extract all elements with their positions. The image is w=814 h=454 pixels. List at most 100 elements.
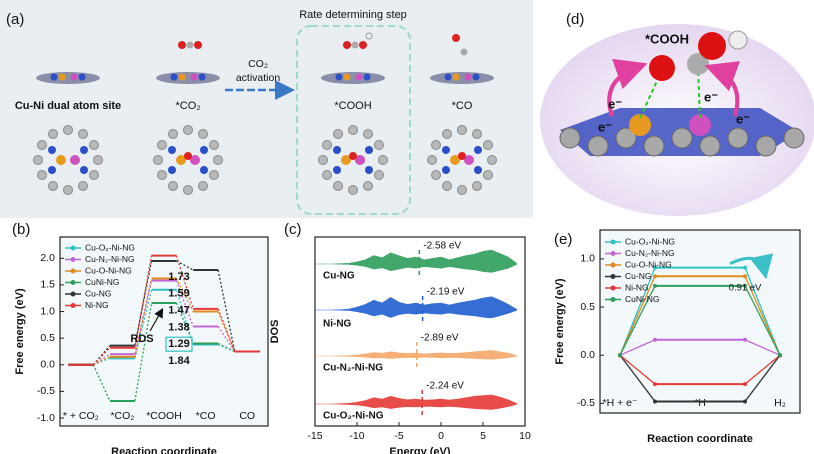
state-label: *COOH xyxy=(334,100,371,112)
atom xyxy=(442,129,452,140)
point-marker xyxy=(653,265,657,270)
legend-label: CuNi-NG xyxy=(625,294,659,304)
atom xyxy=(671,127,693,149)
atom xyxy=(474,166,482,174)
connector xyxy=(176,260,194,271)
point-marker xyxy=(653,399,657,404)
legend-label: Cu-O₂-Ni-NG xyxy=(85,242,135,252)
atom xyxy=(341,155,351,165)
annotation: 0.91 eV xyxy=(729,282,762,293)
legend-marker xyxy=(610,297,616,302)
atom xyxy=(365,166,373,174)
atom xyxy=(194,41,202,49)
panel-label: (e) xyxy=(554,231,572,248)
y-tick-label: -0.5 xyxy=(37,385,55,397)
species-label: *COOH xyxy=(645,31,689,46)
atom xyxy=(168,146,176,154)
series-label: Cu-NG xyxy=(323,271,355,282)
atom xyxy=(37,140,48,150)
rds-label: RDS xyxy=(130,333,153,345)
atom xyxy=(80,146,88,154)
point-marker xyxy=(778,353,782,358)
x-tick-label: *CO₂ xyxy=(110,410,134,422)
annotation-arrow xyxy=(729,253,774,280)
y-tick-label: 1.0 xyxy=(40,305,55,317)
legend-label: Cu-O₂-Ni-NG xyxy=(625,236,675,246)
barrier-label: 1.47 xyxy=(168,305,189,317)
atom xyxy=(78,129,88,140)
electron-arrow xyxy=(704,61,741,117)
atom xyxy=(333,129,343,140)
x-tick-label: * + CO₂ xyxy=(63,410,99,422)
atom xyxy=(168,129,178,140)
electron-label: e⁻ xyxy=(704,89,718,104)
atom xyxy=(48,129,58,140)
legend-label: Ni-NG xyxy=(85,300,109,310)
atom xyxy=(33,155,43,165)
atom xyxy=(322,170,333,180)
atom xyxy=(176,155,186,165)
legend-marker xyxy=(610,262,616,268)
atom xyxy=(355,155,365,165)
atom xyxy=(444,73,452,81)
atom xyxy=(213,155,223,165)
atom xyxy=(373,170,384,180)
connector xyxy=(92,364,111,402)
arrow-label: activation xyxy=(236,72,281,84)
atom xyxy=(37,170,48,180)
x-tick-label: *CO xyxy=(196,410,216,422)
y-tick-label: 0.0 xyxy=(580,349,595,361)
atom xyxy=(157,170,168,180)
atom xyxy=(487,155,497,165)
atom xyxy=(783,127,805,149)
electron-label: e⁻ xyxy=(598,119,612,134)
point-marker xyxy=(653,283,657,288)
atom xyxy=(348,185,358,195)
atom xyxy=(190,73,198,81)
atom xyxy=(200,146,208,154)
atom xyxy=(727,127,749,149)
atom xyxy=(464,155,474,165)
point-marker xyxy=(653,382,657,387)
connector xyxy=(619,354,656,385)
atom xyxy=(649,55,675,81)
d-band-label: -2.58 eV xyxy=(423,241,461,252)
atom xyxy=(373,140,384,150)
atom xyxy=(208,170,219,180)
atom xyxy=(363,129,373,140)
d-band-label: -2.19 eV xyxy=(427,287,465,298)
x-tick-label: 10 xyxy=(519,430,531,442)
y-tick-label: 0.5 xyxy=(580,301,595,313)
atom xyxy=(190,155,200,165)
y-tick-label: 0.0 xyxy=(40,359,55,371)
connector xyxy=(175,289,194,345)
connector xyxy=(217,269,236,352)
atom xyxy=(198,73,206,81)
atom xyxy=(450,155,460,165)
legend-marker xyxy=(610,251,616,256)
x-tick-label: *COOH xyxy=(146,410,182,422)
connector xyxy=(175,280,194,327)
atom xyxy=(70,73,78,81)
atom xyxy=(472,180,482,191)
atom xyxy=(157,140,168,150)
legend-label: CuNi-NG xyxy=(85,277,119,287)
atom xyxy=(442,146,450,154)
atom xyxy=(689,114,711,136)
state-label: Cu-Ni dual atom site xyxy=(15,100,121,112)
atom xyxy=(343,41,351,49)
atom xyxy=(452,34,460,42)
atom xyxy=(88,140,99,150)
atom xyxy=(687,53,709,75)
dos-curve xyxy=(315,394,517,410)
legend-marker xyxy=(610,285,616,291)
atom xyxy=(348,125,358,135)
atom xyxy=(474,146,482,154)
connector xyxy=(134,255,153,348)
d-band-label: -2.89 eV xyxy=(421,333,459,344)
connector xyxy=(134,302,153,402)
atom xyxy=(186,41,194,49)
atom xyxy=(365,146,373,154)
arrow-label: CO₂ xyxy=(248,58,268,70)
atom xyxy=(643,135,665,157)
